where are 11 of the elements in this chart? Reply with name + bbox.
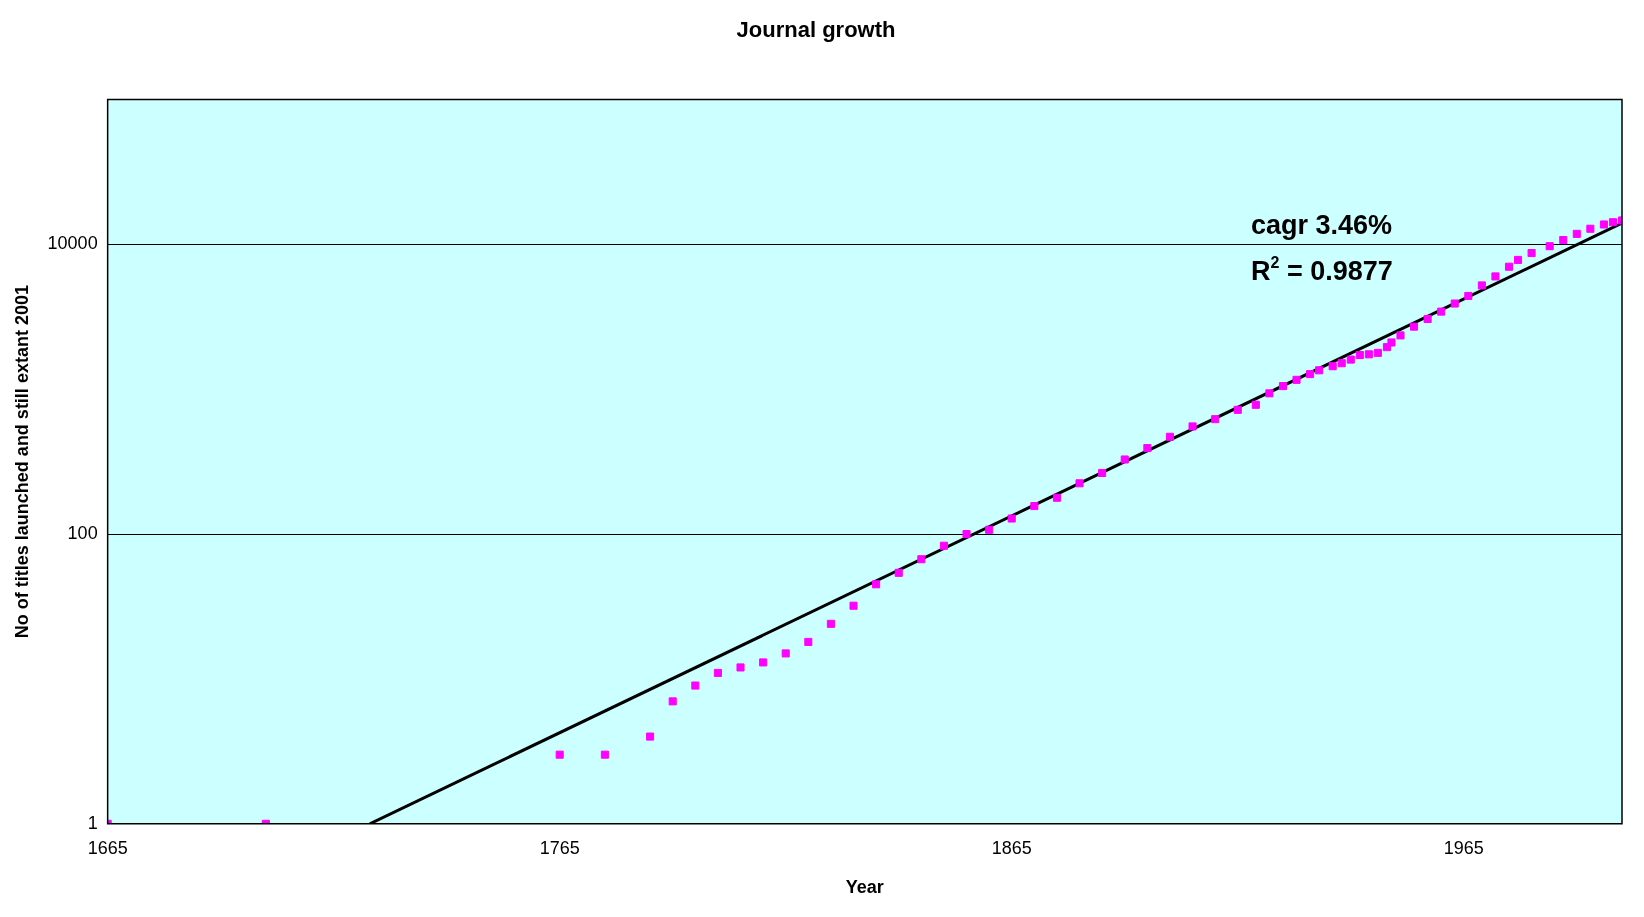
y-tick-label: 1: [87, 812, 98, 833]
x-tick-label: 1965: [1443, 837, 1484, 858]
x-axis-title: Year: [845, 877, 884, 898]
y-tick-label: 10000: [47, 233, 98, 254]
x-tick-label: 1865: [991, 837, 1032, 858]
y-tick-label: 100: [67, 523, 98, 544]
annotation: cagr 3.46%: [1250, 210, 1393, 241]
x-tick-label: 1765: [539, 837, 580, 858]
y-axis-title: No of titles launched and still extant 2001: [11, 285, 32, 639]
x-tick-label: 1665: [87, 837, 128, 858]
chart-title: Journal growth: [736, 17, 896, 43]
